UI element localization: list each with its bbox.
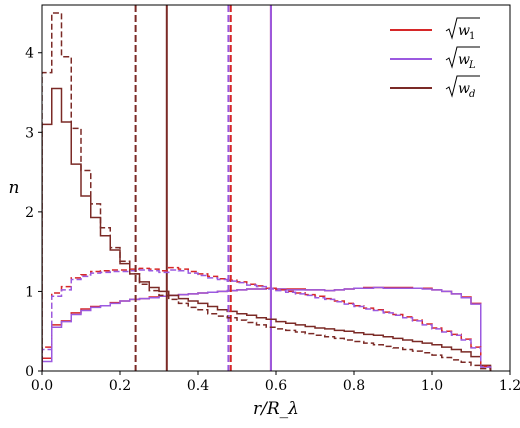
y-tick-label: 4 [25,46,34,62]
y-tick-label: 1 [25,284,34,300]
sqrt-sign [445,75,480,98]
legend-base: w [458,23,470,39]
x-tick-label: 0.6 [265,378,287,394]
sqrt-sign [445,17,480,40]
series-6-histogram [42,12,492,371]
axes-frame [41,4,511,372]
y-axis-label: n [9,178,20,198]
x-tick-label: 1.0 [421,378,443,394]
legend: w 1w Lw d [390,17,480,100]
x-tick-label: 1.2 [499,378,520,394]
legend-subscript: L [468,60,476,71]
legend-subscript: 1 [469,31,475,42]
plot-area [42,5,492,371]
legend-base: w [458,52,470,68]
axes: 0.0 0.2 0.4 0.6 0.8 1.0 1.2 0 1 2 3 4 r/R_λ n [9,4,520,419]
x-tick-label: 0.0 [31,378,53,394]
x-tick-label: 0.2 [109,378,131,394]
series-2-histogram [42,286,492,371]
series-3-histogram [42,87,492,371]
y-tick-label: 2 [25,205,34,221]
y-tick-label: 3 [25,125,34,141]
legend-base: w [458,81,470,97]
legend-subscript: d [469,89,475,100]
series-5-histogram [42,269,492,371]
y-tick-label: 0 [25,364,34,380]
series-4-histogram [42,266,492,371]
series-1-histogram [42,286,492,371]
x-tick-label: 0.4 [187,378,209,394]
x-axis-label: r/R_λ [253,399,299,419]
x-tick-label: 0.8 [343,378,365,394]
sqrt-sign [445,46,480,69]
